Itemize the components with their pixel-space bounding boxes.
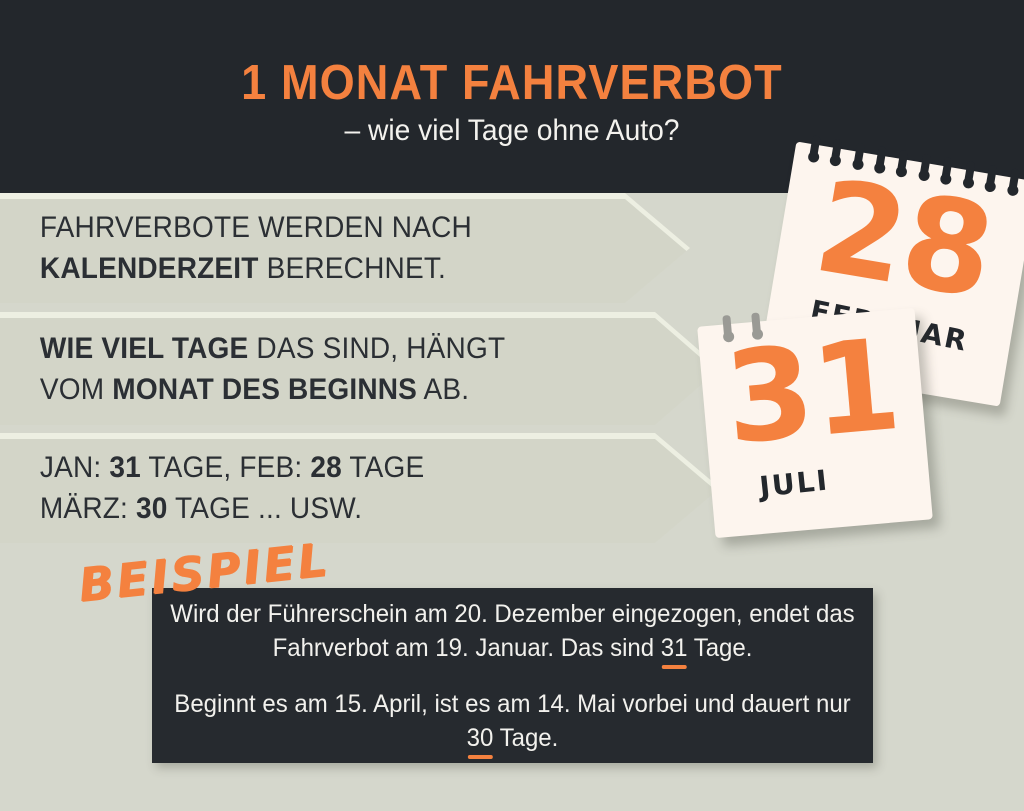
banner-2-bold-lead: WIE VIEL TAGE: [39, 331, 249, 365]
example-p1-highlight: 31: [661, 631, 687, 669]
banner-3-mar-label: MÄRZ:: [39, 492, 137, 525]
example-p2-highlight: 30: [467, 721, 493, 759]
example-box: Wird der Führerschein am 20. Dezember ei…: [152, 588, 873, 763]
banner-shadow: [0, 439, 720, 543]
banner-shadow: [0, 318, 720, 425]
page-subtitle: – wie viel Tage ohne Auto?: [344, 114, 680, 147]
banner-1-line-1: FAHRVERBOTE WERDEN NACH: [0, 207, 656, 248]
example-p2-text-a: Beginnt es am 15. April, ist es am 14. M…: [174, 689, 851, 718]
banner-2-line-1: WIE VIEL TAGE DAS SIND, HÄNGT: [0, 328, 684, 369]
example-paragraph-1: Wird der Führerschein am 20. Dezember ei…: [166, 597, 858, 669]
banner-2-line-2: VOM MONAT DES BEGINNS AB.: [0, 369, 684, 410]
banner-2-plain-b: AB.: [417, 372, 470, 406]
banner-2-bold-mid: MONAT DES BEGINNS: [112, 372, 418, 406]
fact-banner-calendar-time: FAHRVERBOTE WERDEN NACH KALENDERZEIT BER…: [0, 193, 690, 303]
banner-3-sep-2: TAGE: [341, 451, 425, 484]
fact-banner-start-month: WIE VIEL TAGE DAS SIND, HÄNGT VOM MONAT …: [0, 312, 720, 425]
banner-3-jan-days: 31: [109, 451, 141, 484]
banner-1-text-bold: KALENDERZEIT: [39, 252, 259, 285]
banner-shadow: [0, 199, 690, 303]
banner-3-line-1: JAN: 31 TAGE, FEB: 28 TAGE: [0, 447, 684, 488]
example-p1-text-a: Wird der Führerschein am 20. Dezember ei…: [170, 599, 855, 662]
example-p1-text-b: Tage.: [687, 633, 753, 662]
banner-2-plain-lead: DAS SIND, HÄNGT: [248, 331, 506, 365]
example-paragraph-2: Beginnt es am 15. April, ist es am 14. M…: [166, 687, 858, 759]
banner-1-line-2: KALENDERZEIT BERECHNET.: [0, 248, 656, 289]
page-title: 1 MONAT FAHRVERBOT: [241, 56, 783, 110]
banner-3-sep-3: TAGE ... USW.: [167, 492, 363, 525]
example-p2-text-b: Tage.: [493, 723, 559, 752]
banner-3-sep-1: TAGE, FEB:: [140, 451, 311, 484]
banner-2-plain-a: VOM: [39, 372, 113, 406]
banner-3-line-2: MÄRZ: 30 TAGE ... USW.: [0, 488, 684, 529]
calendar-sheet-july: 31 JULI: [697, 307, 933, 539]
banner-3-jan-label: JAN:: [39, 451, 110, 484]
fact-banner-month-lengths: JAN: 31 TAGE, FEB: 28 TAGE MÄRZ: 30 TAGE…: [0, 433, 720, 543]
calendar-day-number: 31: [719, 310, 906, 473]
banner-1-text-tail: BERECHNET.: [258, 252, 447, 285]
banner-3-feb-days: 28: [310, 451, 342, 484]
banner-3-mar-days: 30: [136, 492, 168, 525]
banner-1-text-plain: FAHRVERBOTE WERDEN NACH: [39, 211, 472, 244]
